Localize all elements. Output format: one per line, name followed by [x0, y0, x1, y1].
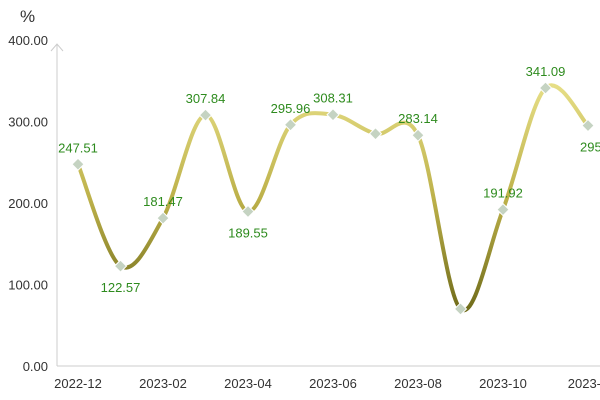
- x-tick-label: 2023-04: [224, 376, 272, 391]
- data-point-marker: [368, 127, 383, 141]
- data-point-marker: [453, 302, 468, 316]
- data-label: 307.84: [186, 91, 226, 106]
- data-label: 122.57: [101, 280, 141, 295]
- data-label: 191.92: [483, 186, 523, 201]
- x-tick-label: 2023-10: [479, 376, 527, 391]
- x-tick-label: 2023-08: [394, 376, 442, 391]
- x-tick-label: 2023-06: [309, 376, 357, 391]
- data-point-marker: [198, 108, 213, 122]
- y-tick-label: 100.00: [8, 278, 48, 293]
- data-point-marker: [538, 81, 553, 95]
- data-point-marker: [411, 128, 425, 142]
- y-axis: 0.00 100.00 200.00 300.00 400.00: [8, 33, 64, 374]
- data-label: 247.51: [58, 140, 98, 155]
- data-point-marker: [241, 204, 255, 219]
- y-tick-label: 300.00: [8, 115, 48, 130]
- data-label: 295: [580, 140, 600, 155]
- x-axis: 2022-12 2023-02 2023-04 2023-06 2023-08 2023-…: [54, 365, 600, 391]
- y-tick-label: 200.00: [8, 196, 48, 211]
- y-axis-unit-label: %: [20, 7, 35, 26]
- y-tick-label: 400.00: [8, 33, 48, 48]
- x-tick-label: 2023-1: [568, 376, 600, 391]
- x-tick-label: 2023-02: [139, 376, 187, 391]
- y-axis-arrow: [50, 43, 64, 52]
- data-markers: [71, 81, 595, 316]
- data-label: 295.96: [271, 101, 311, 116]
- data-label: 341.09: [526, 64, 566, 79]
- data-label: 308.31: [313, 91, 353, 106]
- data-label: 189.55: [228, 226, 268, 241]
- x-tick-label: 2022-12: [54, 376, 102, 391]
- data-point-marker: [283, 118, 298, 132]
- data-labels: 247.51 122.57 181.47 307.84 189.55 295.96308.…: [58, 64, 600, 295]
- data-label: 283.14: [398, 111, 438, 126]
- data-point-marker: [113, 259, 128, 273]
- data-point-marker: [326, 108, 340, 122]
- data-point-marker: [71, 157, 85, 171]
- data-point-marker: [581, 118, 595, 133]
- data-point-marker: [156, 211, 170, 225]
- y-tick-label: 0.00: [23, 359, 48, 374]
- data-point-marker: [496, 202, 510, 217]
- data-label: 181.47: [143, 194, 183, 209]
